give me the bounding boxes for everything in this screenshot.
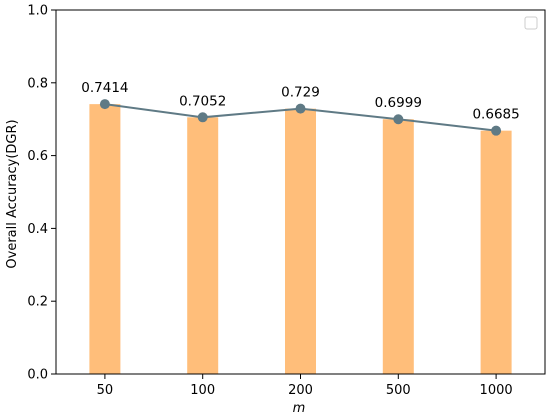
- x-axis-label: m: [293, 401, 306, 416]
- line-group: [99, 99, 502, 136]
- axes-group: 0.0 0.2 0.4 0.6 0.8 1.0 50 100 200 500 1000: [27, 4, 546, 398]
- x-tick-label: 50: [97, 383, 114, 398]
- x-tick-label: 200: [288, 383, 313, 398]
- data-label-100: 0.7052: [179, 93, 226, 109]
- data-label-500: 0.6999: [375, 95, 422, 111]
- point-100: [197, 112, 208, 123]
- x-tick-label: 1000: [480, 383, 513, 398]
- bar-50: [89, 104, 121, 374]
- point-50: [99, 99, 110, 110]
- point-200: [295, 103, 306, 114]
- bar-1000: [480, 130, 512, 374]
- x-tick-label: 500: [386, 383, 411, 398]
- data-label-200: 0.729: [281, 85, 320, 101]
- bar-100: [187, 117, 219, 375]
- bars-group: [89, 104, 512, 375]
- y-tick-label: 0.2: [27, 295, 48, 310]
- data-label-50: 0.7414: [81, 80, 128, 96]
- x-tick-label: 100: [190, 383, 215, 398]
- bar-200: [285, 108, 316, 375]
- bar-500: [382, 119, 414, 375]
- y-tick-label: 0.8: [27, 76, 48, 91]
- y-tick-label: 0.4: [27, 222, 48, 237]
- y-tick-label: 0.6: [27, 149, 48, 164]
- data-labels-group: 0.7414 0.7052 0.729 0.6999 0.6685: [81, 80, 519, 123]
- data-label-1000: 0.6685: [472, 107, 519, 123]
- legend-box: [524, 16, 538, 30]
- point-500: [393, 114, 404, 125]
- point-1000: [491, 125, 502, 136]
- y-tick-label: 1.0: [27, 4, 48, 19]
- y-axis-label: Overall Accuracy(DGR): [5, 119, 20, 268]
- y-tick-label: 0.0: [27, 368, 48, 383]
